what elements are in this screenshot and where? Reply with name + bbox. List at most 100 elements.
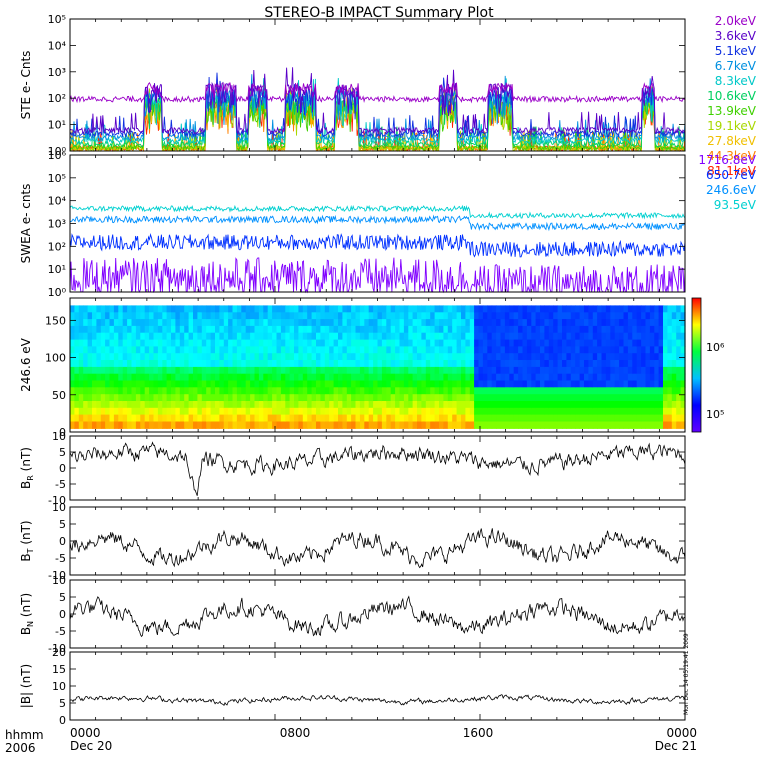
heatmap-cell <box>500 339 506 347</box>
heatmap-cell <box>74 421 80 429</box>
heatmap-cell <box>645 305 651 313</box>
heatmap-cell <box>403 373 409 382</box>
heatmap-cell <box>153 373 159 382</box>
heatmap-cell <box>320 339 326 347</box>
heatmap-cell <box>113 312 119 320</box>
ytick-label: 10 <box>52 430 66 443</box>
heatmap-cell <box>526 421 532 429</box>
heatmap-cell <box>386 407 392 416</box>
heatmap-cell <box>584 366 589 375</box>
heatmap-cell <box>149 421 155 429</box>
heatmap-cell <box>355 360 361 368</box>
heatmap-cell <box>641 346 647 354</box>
heatmap-cell <box>447 394 453 402</box>
heatmap-cell <box>395 332 401 341</box>
heatmap-cell <box>654 360 660 368</box>
heatmap-cell <box>122 387 128 395</box>
heatmap-cell <box>408 353 414 361</box>
ylabel-br: BR (nT) <box>19 447 35 489</box>
heatmap-cell <box>439 332 444 341</box>
heatmap-cell <box>658 346 664 354</box>
heatmap-cell <box>254 360 260 368</box>
heatmap-cell <box>135 360 141 368</box>
heatmap-cell <box>258 407 264 416</box>
heatmap-cell <box>74 380 80 388</box>
heatmap-cell <box>206 312 212 320</box>
heatmap-cell <box>355 332 361 341</box>
heatmap-cell <box>140 414 146 422</box>
heatmap-cell <box>245 380 251 388</box>
heatmap-cell <box>307 401 313 409</box>
heatmap-cell <box>342 394 348 402</box>
heatmap-cell <box>153 346 159 354</box>
heatmap-cell <box>487 380 493 388</box>
heatmap-cell <box>333 332 339 341</box>
heatmap-cell <box>320 332 326 341</box>
heatmap-cell <box>131 366 137 375</box>
heatmap-cell <box>351 421 357 429</box>
heatmap-cell <box>316 360 321 368</box>
heatmap-cell <box>179 421 185 429</box>
heatmap-cell <box>122 346 128 354</box>
heatmap-cell <box>149 366 155 375</box>
heatmap-cell <box>412 312 418 320</box>
heatmap-cell <box>368 394 374 402</box>
heatmap-cell <box>78 319 84 327</box>
heatmap-cell <box>513 346 519 354</box>
heatmap-cell <box>276 394 282 402</box>
heatmap-cell <box>100 366 106 375</box>
heatmap-cell <box>100 319 106 327</box>
heatmap-cell <box>513 319 519 327</box>
heatmap-cell <box>346 387 352 395</box>
time-tick-2: 1600 <box>463 726 494 740</box>
heatmap-cell <box>258 339 264 347</box>
swea-trace-0 <box>69 257 686 294</box>
heatmap-cell <box>649 319 655 327</box>
heatmap-cell <box>557 360 563 368</box>
heatmap-cell <box>584 360 589 368</box>
heatmap-cell <box>201 332 207 341</box>
heatmap-cell <box>663 421 668 429</box>
heatmap-cell <box>654 339 660 347</box>
heatmap-cell <box>671 360 677 368</box>
heatmap-cell <box>193 353 198 361</box>
heatmap-cell <box>316 414 321 422</box>
heatmap-cell <box>588 366 594 375</box>
heatmap-cell <box>575 414 581 422</box>
heatmap-cell <box>188 373 194 382</box>
heatmap-cell <box>149 360 155 368</box>
heatmap-cell <box>294 305 299 313</box>
heatmap-cell <box>171 414 176 422</box>
heatmap-cell <box>210 387 216 395</box>
heatmap-cell <box>118 339 124 347</box>
heatmap-cell <box>478 421 484 429</box>
heatmap-cell <box>359 387 365 395</box>
heatmap-cell <box>645 339 651 347</box>
heatmap-cell <box>359 366 365 375</box>
heatmap-cell <box>526 401 532 409</box>
heatmap-cell <box>324 305 330 313</box>
heatmap-cell <box>280 325 286 334</box>
heatmap-cell <box>452 305 458 313</box>
heatmap-cell <box>627 346 633 354</box>
heatmap-cell <box>70 421 75 429</box>
heatmap-cell <box>206 394 212 402</box>
heatmap-cell <box>215 332 220 341</box>
heatmap-cell <box>491 401 497 409</box>
heatmap-cell <box>109 414 115 422</box>
heatmap-cell <box>329 360 335 368</box>
heatmap-cell <box>346 346 352 354</box>
heatmap-cell <box>118 401 124 409</box>
heatmap-cell <box>285 360 291 368</box>
heatmap-cell <box>597 380 603 388</box>
heatmap-cell <box>566 407 572 416</box>
heatmap-cell <box>544 373 550 382</box>
heatmap-cell <box>645 414 651 422</box>
heatmap-cell <box>680 353 686 361</box>
heatmap-cell <box>149 414 155 422</box>
heatmap-cell <box>280 380 286 388</box>
heatmap-cell <box>359 332 365 341</box>
heatmap-cell <box>522 305 528 313</box>
heatmap-cell <box>289 305 295 313</box>
